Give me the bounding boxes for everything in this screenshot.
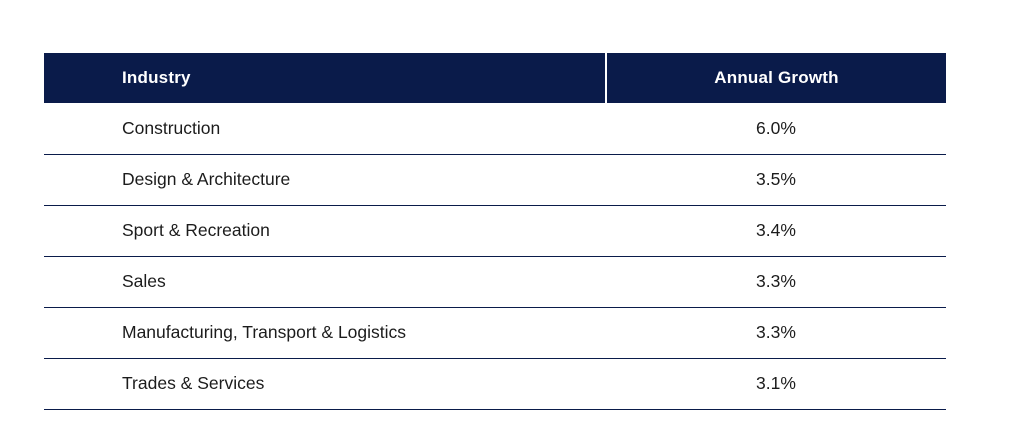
- column-header-industry: Industry: [44, 53, 607, 103]
- industry-cell: Sport & Recreation: [44, 205, 606, 257]
- industry-cell: Manufacturing, Transport & Logistics: [44, 307, 606, 359]
- table-row-trades-services: Trades & Services 3.1%: [44, 358, 946, 410]
- growth-cell: 3.4%: [606, 205, 946, 257]
- growth-cell: 3.3%: [606, 307, 946, 359]
- growth-cell: 3.3%: [606, 256, 946, 308]
- table-row-construction: Construction 6.0%: [44, 103, 946, 155]
- growth-cell: 3.1%: [606, 358, 946, 410]
- industry-cell: Construction: [44, 103, 606, 155]
- industry-growth-table: Industry Annual Growth Construction 6.0%…: [44, 53, 946, 410]
- table-row-sales: Sales 3.3%: [44, 256, 946, 308]
- column-header-annual-growth: Annual Growth: [606, 53, 946, 103]
- table-body: Construction 6.0% Design & Architecture …: [44, 103, 946, 410]
- industry-cell: Design & Architecture: [44, 154, 606, 206]
- table-row-design-architecture: Design & Architecture 3.5%: [44, 154, 946, 206]
- table-row-sport-recreation: Sport & Recreation 3.4%: [44, 205, 946, 257]
- growth-cell: 3.5%: [606, 154, 946, 206]
- table-header-row: Industry Annual Growth: [44, 53, 946, 103]
- industry-cell: Trades & Services: [44, 358, 606, 410]
- growth-cell: 6.0%: [606, 103, 946, 155]
- table-head: Industry Annual Growth: [44, 53, 946, 103]
- table-row-manufacturing-transport-logistics: Manufacturing, Transport & Logistics 3.3…: [44, 307, 946, 359]
- industry-cell: Sales: [44, 256, 606, 308]
